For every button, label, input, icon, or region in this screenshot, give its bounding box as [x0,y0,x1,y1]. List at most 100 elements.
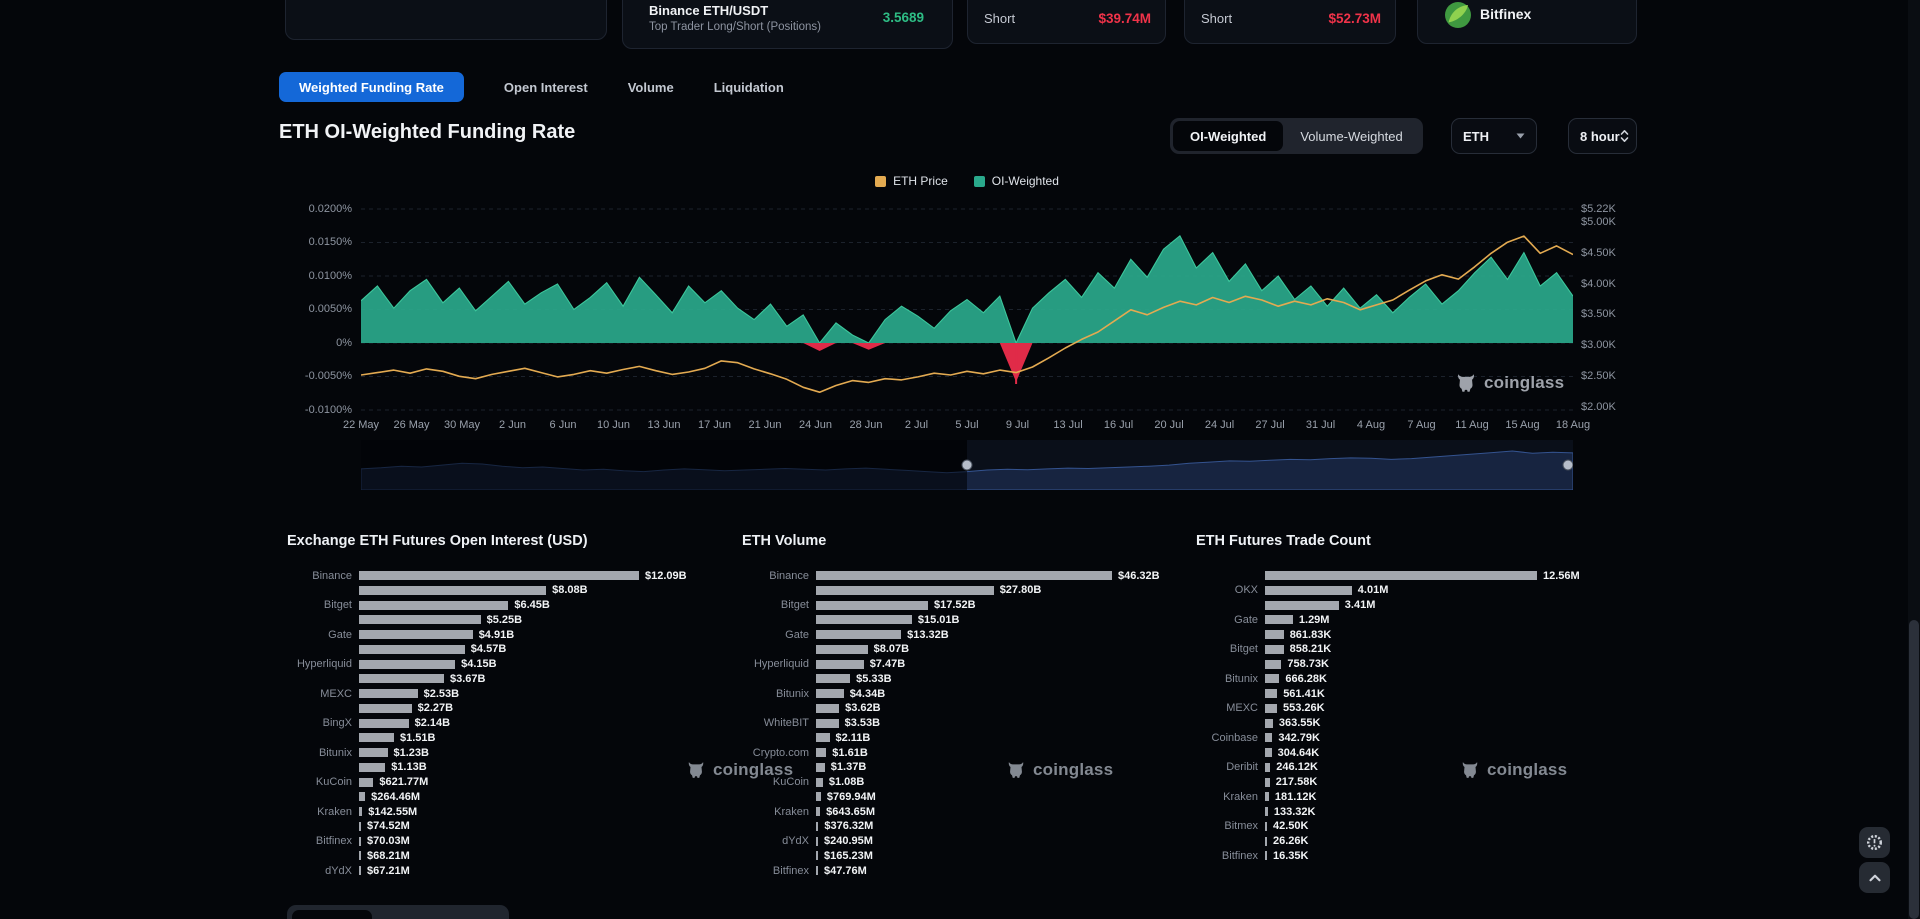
legend-item-oi-weighted[interactable]: OI-Weighted [974,174,1059,188]
bar [1265,586,1352,595]
funding-rate-chart[interactable] [361,202,1573,416]
partial-segment-active[interactable] [292,910,372,919]
bar-exchange-label: Deribit [1196,761,1265,773]
bar [359,748,388,757]
bar-exchange-label: Gate [1196,614,1265,626]
bar-value-label: $6.45B [514,599,549,611]
x-axis-tick: 24 Jun [799,419,832,431]
partial-segmented-control[interactable] [287,905,509,919]
coinglass-watermark: coinglass [686,760,793,780]
bar-row: $5.25B [287,613,522,626]
panel-title-open-interest: Exchange ETH Futures Open Interest (USD) [287,533,588,549]
coin-select[interactable]: ETH [1451,118,1537,154]
bar-exchange-label: Binance [287,570,359,582]
oi-weighted-area [361,236,1573,343]
bar-row: Bitfinex16.35K [1196,849,1308,862]
bar-value-label: $74.52M [367,820,410,832]
bar-exchange-label: Gate [287,629,359,641]
scrollbar-thumb[interactable] [1909,620,1919,919]
stat-card-bitfinex[interactable]: Bitfinex [1417,0,1637,44]
weighting-toggle: OI-Weighted Volume-Weighted [1170,118,1423,154]
bar-row: Deribit246.12K [1196,761,1318,774]
bar-row: $1.13B [287,761,427,774]
bar-row: Gate 1.29M [1196,613,1329,626]
interval-select-value: 8 hour [1580,129,1620,144]
bar-exchange-label: MEXC [287,688,359,700]
interval-select[interactable]: 8 hour [1568,118,1637,154]
navigator-handle-left[interactable] [962,460,972,470]
bar-value-label: 16.35K [1273,850,1308,862]
bar-value-label: $264.46M [371,791,420,803]
bar-row: $8.08B [287,584,588,597]
bar [359,660,455,669]
bar-value-label: 26.26K [1273,835,1308,847]
bar-value-label: $643.65M [826,806,875,818]
bitfinex-logo-icon [1445,2,1471,28]
chart-range-navigator[interactable] [361,440,1573,490]
scrollbar-track[interactable] [1908,0,1920,919]
stat-card-title: Binance ETH/USDT [649,3,768,18]
bar-exchange-label: Bitget [287,599,359,611]
x-axis-tick: 20 Jul [1154,419,1183,431]
left-axis-tick: 0.0100% [309,270,352,282]
bar-row: Bitmex42.50K [1196,820,1308,833]
bar [359,586,546,595]
bar-value-label: 758.73K [1287,658,1329,670]
bar-row: dYdX$67.21M [287,864,410,877]
coinglass-watermark: coinglass [1006,760,1113,780]
bar [1265,571,1537,580]
tab-open-interest[interactable]: Open Interest [504,80,588,95]
bar-row: Gate$13.32B [742,628,949,641]
bar [816,645,868,654]
bar-row: 3.41M [1196,599,1375,612]
stat-card-short-2[interactable]: Short $52.73M [1184,0,1396,44]
right-axis: $5.22K$5.00K$4.50K$4.00K$3.50K$3.00K$2.5… [1581,202,1651,416]
legend-item-eth-price[interactable]: ETH Price [875,174,948,188]
chevron-down-icon [1516,133,1525,139]
stat-card-top-trader[interactable]: Binance ETH/USDT Top Trader Long/Short (… [622,0,953,49]
left-axis: 0.0200%0.0150%0.0100%0.0050%0%-0.0050%-0… [270,202,352,416]
x-axis-tick: 2 Jul [905,419,928,431]
chevron-up-icon [1866,869,1884,887]
tab-weighted-funding-rate[interactable]: Weighted Funding Rate [279,72,464,102]
stat-card-short-1[interactable]: Short $39.74M [967,0,1166,44]
settings-button[interactable] [1859,827,1890,858]
scroll-to-top-button[interactable] [1859,862,1890,893]
chart-legend: ETH Price OI-Weighted [361,174,1573,188]
stat-card-value: $39.74M [1098,11,1151,26]
x-axis-tick: 13 Jun [647,419,680,431]
bar-row: $376.32M [742,820,873,833]
left-axis-tick: -0.0100% [305,404,352,416]
bar [816,837,818,846]
bar-row: Coinbase342.79K [1196,731,1320,744]
bar [1265,748,1272,757]
bar-value-label: $142.55M [368,806,417,818]
bar-value-label: $1.08B [829,776,864,788]
bar [1265,792,1269,801]
stat-card-empty[interactable] [285,0,607,40]
bar-value-label: 1.29M [1299,614,1330,626]
bar-row: Hyperliquid$7.47B [742,658,905,671]
toggle-oi-weighted[interactable]: OI-Weighted [1173,121,1283,151]
toggle-volume-weighted[interactable]: Volume-Weighted [1283,121,1419,151]
stat-card-exchange-name: Bitfinex [1480,6,1531,22]
coinglass-bull-icon [1460,760,1480,780]
bar-value-label: $27.80B [1000,584,1042,596]
stat-card-label: Short [1201,11,1232,26]
bar [359,674,444,683]
tab-volume[interactable]: Volume [628,80,674,95]
bar-row: 26.26K [1196,835,1308,848]
bar [359,792,365,801]
bar-row: 861.83K [1196,628,1331,641]
bar-value-label: $67.21M [367,865,410,877]
tab-liquidation[interactable]: Liquidation [714,80,784,95]
coinglass-watermark: coinglass [1455,372,1564,394]
bar [816,689,844,698]
bar-exchange-label: dYdX [742,835,816,847]
bar [1265,851,1267,860]
bar-row: $3.62B [742,702,881,715]
navigator-handle-right[interactable] [1563,460,1573,470]
stat-card-value: $52.73M [1328,11,1381,26]
bar [359,851,361,860]
bar [816,719,839,728]
